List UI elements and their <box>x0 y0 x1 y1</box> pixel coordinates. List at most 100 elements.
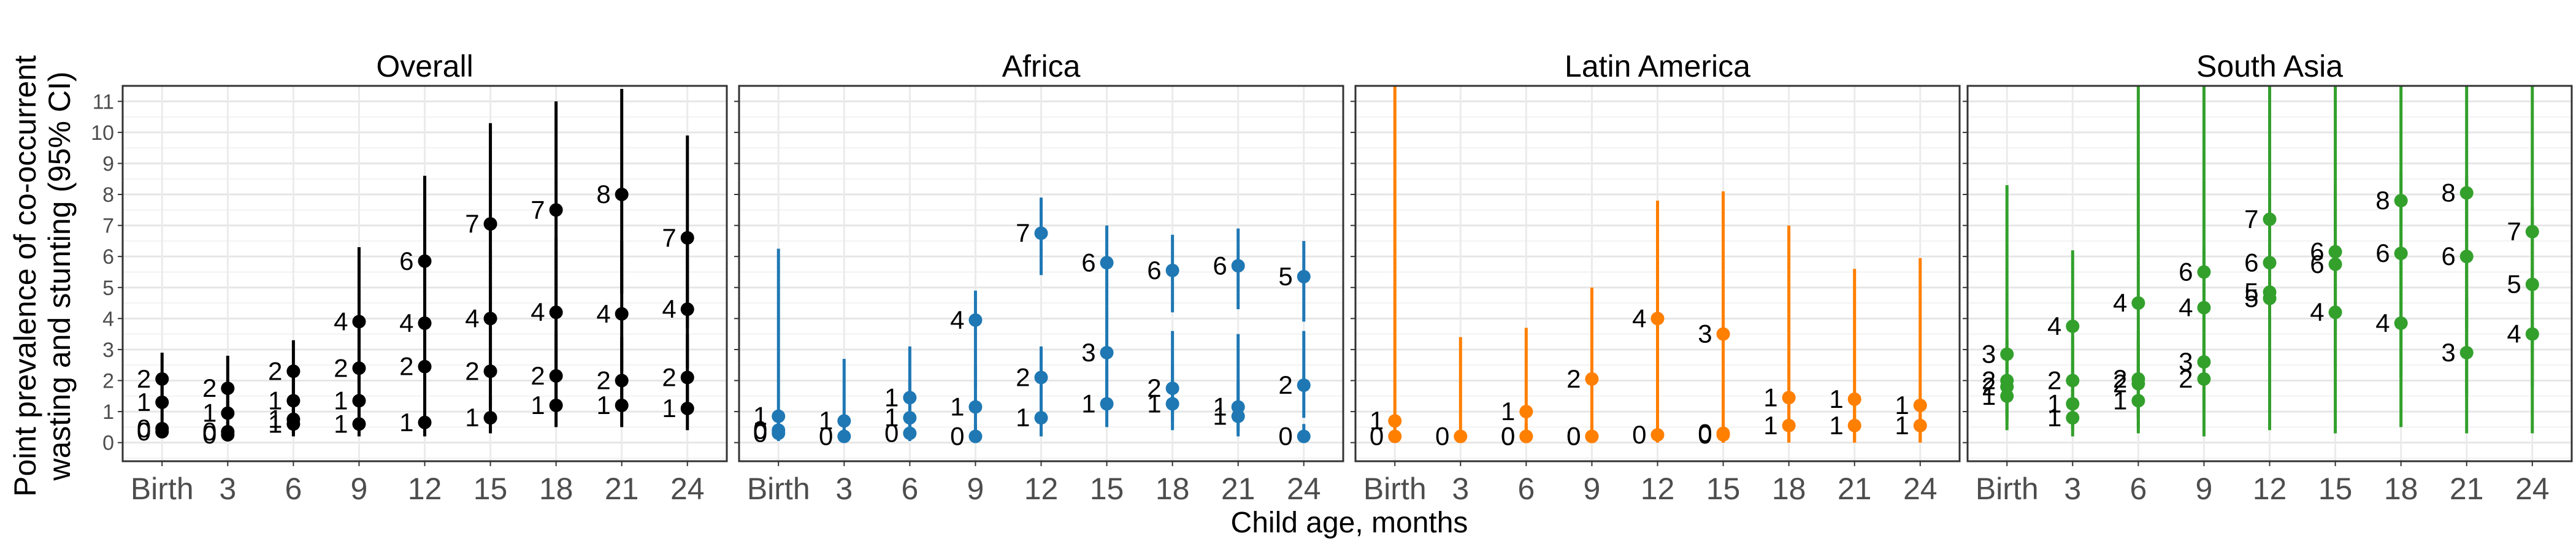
data-label: 8 <box>2375 186 2390 215</box>
data-label: 6 <box>399 247 413 275</box>
data-point <box>418 254 432 268</box>
data-point <box>2263 291 2277 305</box>
data-label: 1 <box>137 388 151 416</box>
data-label: 7 <box>531 195 545 224</box>
data-point <box>1297 429 1311 443</box>
x-tick-label: 3 <box>835 472 853 506</box>
data-label: 6 <box>2441 242 2455 270</box>
data-label: 6 <box>2375 239 2390 267</box>
y-axis-title-line-1: Point prevalence of co-occurrent <box>8 55 42 497</box>
panel-border <box>738 85 1344 462</box>
data-label: 2 <box>531 361 545 390</box>
data-point <box>1782 391 1796 405</box>
data-label: 4 <box>2179 293 2193 322</box>
data-label: 2 <box>137 364 151 393</box>
data-point <box>772 426 786 440</box>
data-label: 0 <box>1566 422 1581 451</box>
x-tick-label: 3 <box>2064 472 2081 506</box>
data-point <box>1585 429 1599 443</box>
x-tick-label: 9 <box>1584 472 1601 506</box>
data-label: 2 <box>1982 372 1996 401</box>
panel-title: South Asia <box>2196 49 2343 83</box>
data-label: 1 <box>950 392 964 421</box>
data-point <box>2394 247 2408 261</box>
data-point <box>2525 327 2539 341</box>
data-point <box>1231 409 1245 423</box>
data-label: 4 <box>662 294 676 323</box>
data-label: 0 <box>1566 422 1581 451</box>
data-label: 0 <box>950 422 964 451</box>
data-label: 5 <box>2507 270 2521 299</box>
x-tick-label: 18 <box>1772 472 1806 506</box>
data-point <box>1650 312 1665 326</box>
data-label: 0 <box>137 417 151 446</box>
data-label: 1 <box>1147 389 1161 418</box>
data-label: 0 <box>1698 420 1712 449</box>
x-tick-label: 24 <box>2515 472 2550 506</box>
data-label: 1 <box>596 391 610 420</box>
data-label: 0 <box>1278 422 1292 451</box>
x-tick-label: Birth <box>1976 472 2039 506</box>
data-point <box>1913 398 1927 412</box>
data-label: 2 <box>334 353 348 382</box>
data-label: 6 <box>1147 256 1161 285</box>
data-label: 0 <box>137 414 151 443</box>
data-point <box>1716 327 1730 341</box>
data-label: 1 <box>1370 406 1384 435</box>
x-tick-label: 24 <box>1903 472 1938 506</box>
data-label: 7 <box>2244 204 2258 233</box>
x-tick-label: 18 <box>2384 472 2418 506</box>
data-label: 0 <box>1632 420 1646 449</box>
data-point <box>352 361 366 375</box>
data-point <box>903 426 917 440</box>
data-point <box>2459 345 2474 359</box>
data-label: 2 <box>2047 366 2061 394</box>
x-tick-label: 9 <box>967 472 984 506</box>
data-point <box>680 402 694 416</box>
data-label: 1 <box>1895 391 1909 420</box>
x-tick-label: 15 <box>473 472 508 506</box>
data-point <box>483 217 497 231</box>
data-point <box>352 417 366 431</box>
data-label: 0 <box>1698 418 1712 447</box>
data-label: 1 <box>1763 383 1777 412</box>
data-label: 0 <box>884 418 899 447</box>
data-point <box>2459 250 2474 264</box>
data-point <box>615 374 629 388</box>
data-point <box>418 415 432 429</box>
data-point <box>2197 265 2211 279</box>
data-label: 2 <box>268 356 282 385</box>
data-point <box>2263 212 2277 226</box>
data-point <box>2394 316 2408 330</box>
data-point <box>549 203 563 217</box>
y-tick-label: 7 <box>102 215 114 238</box>
data-point <box>968 313 983 327</box>
data-point <box>1782 418 1796 432</box>
x-tick-label: 21 <box>1221 472 1255 506</box>
data-label: 7 <box>465 209 479 238</box>
data-point <box>2197 301 2211 315</box>
data-label: 1 <box>884 403 899 432</box>
data-point <box>1454 429 1468 443</box>
data-label: 1 <box>268 386 282 415</box>
data-point <box>221 381 235 396</box>
data-point <box>837 429 851 443</box>
y-tick-label: 3 <box>102 339 114 362</box>
y-tick-label: 0 <box>102 432 114 455</box>
data-label: 6 <box>1213 251 1227 280</box>
data-point <box>1297 270 1311 284</box>
data-point <box>1034 370 1048 385</box>
data-label: 1 <box>1982 381 1996 410</box>
data-label: 0 <box>202 420 217 449</box>
x-tick-label: 12 <box>408 472 442 506</box>
data-label: 2 <box>1566 364 1581 393</box>
data-point <box>1165 397 1179 411</box>
data-label: 4 <box>465 304 479 332</box>
data-point <box>221 406 235 420</box>
data-point <box>2328 257 2342 271</box>
x-tick-label: 24 <box>1287 472 1321 506</box>
